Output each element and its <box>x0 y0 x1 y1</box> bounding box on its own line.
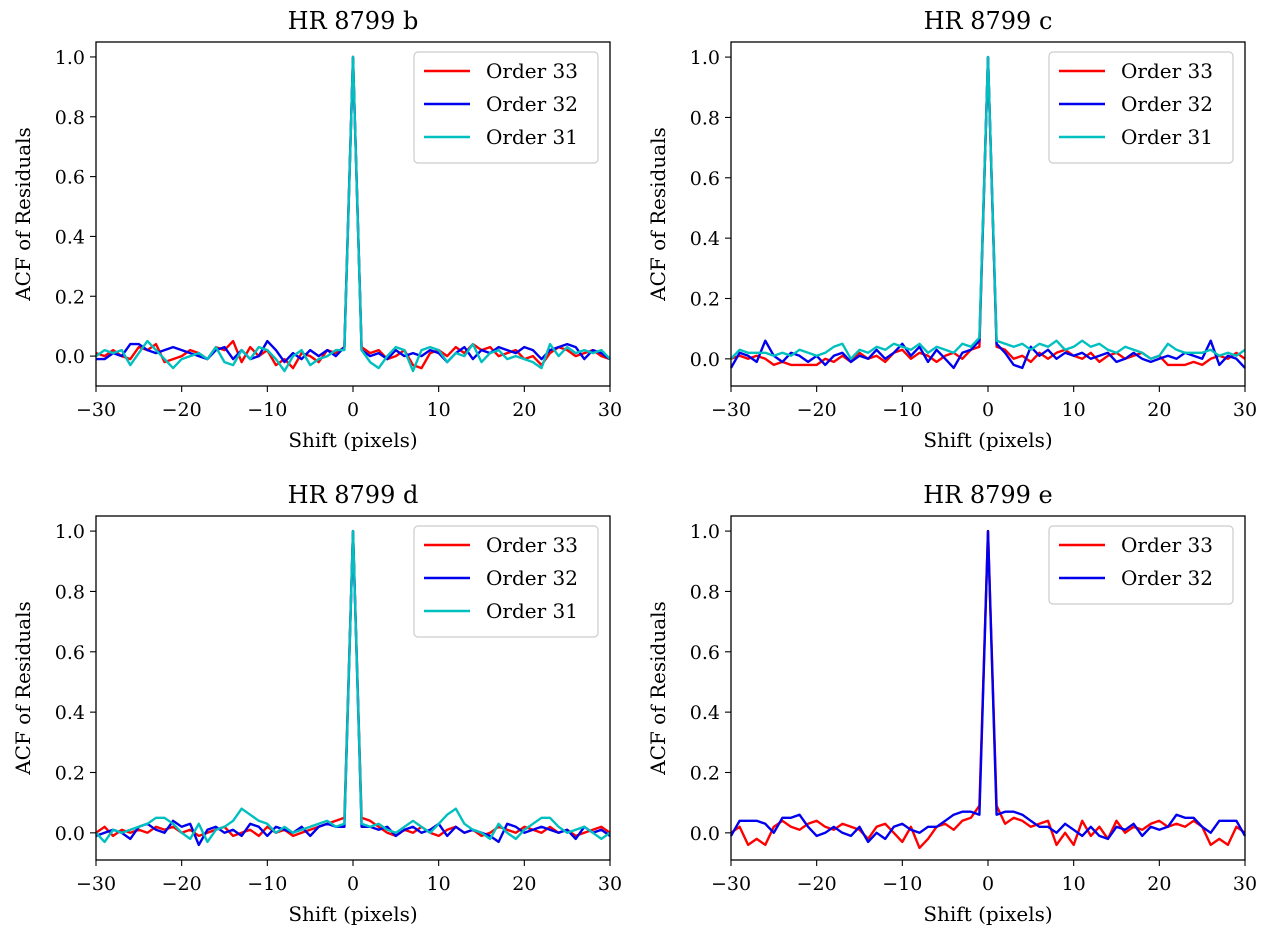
subplot-title: HR 8799 b <box>288 7 419 35</box>
subplot-hr-8799-b: HR 8799 b −30 −20 −10 0 10 20 30 0.0 0.2 0.4 0.6 0.8… <box>11 7 622 452</box>
legend-label: Order 32 <box>1121 566 1213 590</box>
y-tick-label: 0.6 <box>690 642 720 664</box>
subplot-title: HR 8799 d <box>288 481 419 509</box>
y-axis-label: ACF of Residuals <box>646 127 670 302</box>
legend-label: Order 32 <box>1121 92 1213 116</box>
legend-label: Order 33 <box>486 59 578 83</box>
series-line-order-31 <box>95 529 611 844</box>
y-tick-label: 1.0 <box>690 521 720 543</box>
x-tick-label: 10 <box>1062 873 1086 895</box>
x-tick-label: 20 <box>512 399 536 421</box>
legend-label: Order 33 <box>1121 59 1213 83</box>
y-tick-label: 0.8 <box>690 581 720 603</box>
legend-label: Order 32 <box>486 92 578 116</box>
y-tick-label: 1.0 <box>55 47 85 69</box>
legend-label: Order 33 <box>486 533 578 557</box>
y-tick-label: 0.2 <box>690 762 720 784</box>
x-tick-label: 0 <box>982 873 994 895</box>
x-tick-label: −20 <box>162 399 202 421</box>
x-tick-label: −10 <box>247 873 287 895</box>
y-tick-label: 1.0 <box>55 521 85 543</box>
legend-label: Order 31 <box>486 125 578 149</box>
subplot-hr-8799-c: HR 8799 c −30 −20 −10 0 10 20 30 0.0 0.2 0.4 0.6 0.8… <box>646 7 1257 452</box>
y-tick-label: 0.2 <box>55 286 85 308</box>
subplot-hr-8799-d: HR 8799 d −30 −20 −10 0 10 20 30 0.0 0.2 0.4 0.6 0.8… <box>11 481 622 926</box>
x-tick-label: −10 <box>882 873 922 895</box>
x-tick-label: 30 <box>1233 399 1257 421</box>
y-axis-label: ACF of Residuals <box>11 127 35 302</box>
y-tick-label: 0.2 <box>690 288 720 310</box>
y-tick-label: 0.6 <box>55 167 85 189</box>
y-tick-label: 0.8 <box>55 107 85 129</box>
x-axis-label: Shift (pixels) <box>288 428 417 452</box>
x-tick-label: 10 <box>1062 399 1086 421</box>
x-axis-label: Shift (pixels) <box>923 428 1052 452</box>
x-tick-label: 30 <box>598 873 622 895</box>
legend-label: Order 31 <box>486 599 578 623</box>
x-tick-label: 0 <box>347 399 359 421</box>
x-tick-label: −10 <box>247 399 287 421</box>
y-tick-label: 0.0 <box>690 823 720 845</box>
y-axis-label: ACF of Residuals <box>11 601 35 776</box>
x-tick-label: 0 <box>347 873 359 895</box>
x-tick-label: −10 <box>882 399 922 421</box>
series-line-order-32 <box>729 529 1247 844</box>
y-tick-label: 0.2 <box>55 762 85 784</box>
series-line-order-31 <box>730 55 1246 360</box>
x-tick-label: 30 <box>1233 873 1257 895</box>
x-tick-label: 20 <box>1147 399 1171 421</box>
x-tick-label: 0 <box>982 399 994 421</box>
series-line-order-31 <box>95 55 611 373</box>
legend: Order 33 Order 32 Order 31 <box>413 525 599 638</box>
x-tick-label: −30 <box>711 873 751 895</box>
y-tick-label: 0.0 <box>55 346 85 368</box>
y-tick-label: 0.8 <box>690 107 720 129</box>
x-tick-label: 30 <box>598 399 622 421</box>
legend-box <box>413 525 599 638</box>
legend-label: Order 32 <box>486 566 578 590</box>
x-axis-label: Shift (pixels) <box>923 902 1052 926</box>
x-tick-label: 20 <box>1147 873 1171 895</box>
y-tick-label: 0.4 <box>690 702 720 724</box>
legend-box <box>1048 51 1234 164</box>
x-tick-label: −30 <box>76 399 116 421</box>
y-tick-label: 0.4 <box>690 228 720 250</box>
legend-label: Order 31 <box>1121 125 1213 149</box>
x-tick-label: 10 <box>427 399 451 421</box>
y-tick-label: 0.4 <box>55 702 85 724</box>
y-axis-label: ACF of Residuals <box>646 601 670 776</box>
y-tick-label: 0.6 <box>55 642 85 664</box>
subplot-title: HR 8799 c <box>924 7 1053 35</box>
y-tick-label: 0.6 <box>690 168 720 190</box>
legend: Order 33 Order 32 <box>1048 525 1234 605</box>
x-tick-label: −30 <box>711 399 751 421</box>
y-tick-label: 1.0 <box>690 47 720 69</box>
legend-label: Order 33 <box>1121 533 1213 557</box>
legend: Order 33 Order 32 Order 31 <box>413 51 599 164</box>
x-tick-label: 10 <box>427 873 451 895</box>
x-axis-label: Shift (pixels) <box>288 902 417 926</box>
legend-box <box>413 51 599 164</box>
legend: Order 33 Order 32 Order 31 <box>1048 51 1234 164</box>
x-tick-label: 20 <box>512 873 536 895</box>
x-tick-label: −20 <box>797 873 837 895</box>
y-tick-label: 0.0 <box>55 823 85 845</box>
subplot-title: HR 8799 e <box>923 481 1053 509</box>
subplot-hr-8799-e: HR 8799 e −30 −20 −10 0 10 20 30 0.0 0.2 0.4 0.6 0.8… <box>646 481 1257 926</box>
y-tick-label: 0.4 <box>55 226 85 248</box>
y-tick-label: 0.0 <box>690 349 720 371</box>
y-tick-label: 0.8 <box>55 581 85 603</box>
x-tick-label: −20 <box>797 399 837 421</box>
x-tick-label: −30 <box>76 873 116 895</box>
x-tick-label: −20 <box>162 873 202 895</box>
